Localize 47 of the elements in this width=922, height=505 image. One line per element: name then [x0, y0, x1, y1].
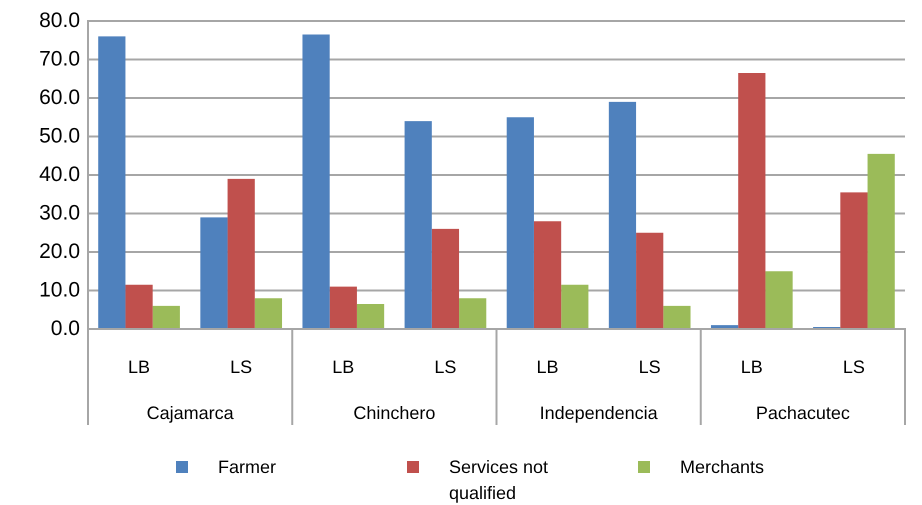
y-tick-label: 60.0 [39, 86, 80, 109]
bar [254, 298, 282, 328]
legend-label: Farmer [218, 456, 277, 479]
legend-label: Services not qualified [449, 456, 550, 505]
bar [228, 178, 255, 328]
bar [125, 284, 153, 328]
text: Pachacutec [756, 402, 850, 423]
y-tick-label: 40.0 [39, 162, 80, 186]
bar [152, 306, 180, 328]
y-tick-label: 70.0 [39, 47, 80, 70]
legend-label: Merchants [680, 456, 766, 479]
bar [765, 271, 793, 328]
bar [534, 221, 562, 328]
x-tick-label: LS [230, 356, 252, 377]
y-tick-label: 50.0 [39, 124, 80, 148]
bar [636, 232, 664, 328]
y-tick-label: 80.0 [39, 8, 80, 32]
y-tick-label: 20.0 [39, 240, 80, 263]
bar [738, 72, 766, 328]
bar [432, 228, 460, 328]
bar [663, 306, 691, 328]
x-tick-label: LB [740, 356, 763, 377]
bar [459, 298, 486, 328]
bar [710, 325, 738, 328]
bar [561, 284, 588, 328]
x-tick-label: LB [128, 356, 150, 377]
bar [330, 286, 357, 328]
bar [356, 304, 384, 328]
text: Independencia [540, 402, 659, 423]
x-tick-label: LB [536, 356, 559, 377]
y-tick-label: 0.0 [50, 316, 80, 340]
bar [868, 154, 895, 328]
x-tick-label: LS [434, 356, 456, 377]
text: Chinchero [353, 402, 436, 423]
bar [608, 102, 636, 328]
bar [840, 192, 868, 328]
bar [404, 121, 432, 328]
x-tick-label: LB [332, 356, 354, 377]
x-tick-label: LS [842, 356, 865, 377]
y-tick-label: 30.0 [39, 201, 80, 224]
bar [200, 217, 228, 328]
bar [98, 36, 126, 328]
y-tick-label: 10.0 [39, 278, 80, 302]
bar [302, 34, 330, 328]
x-tick-label: LS [638, 356, 661, 377]
text: Cajamarca [146, 402, 235, 423]
bar [506, 117, 534, 328]
